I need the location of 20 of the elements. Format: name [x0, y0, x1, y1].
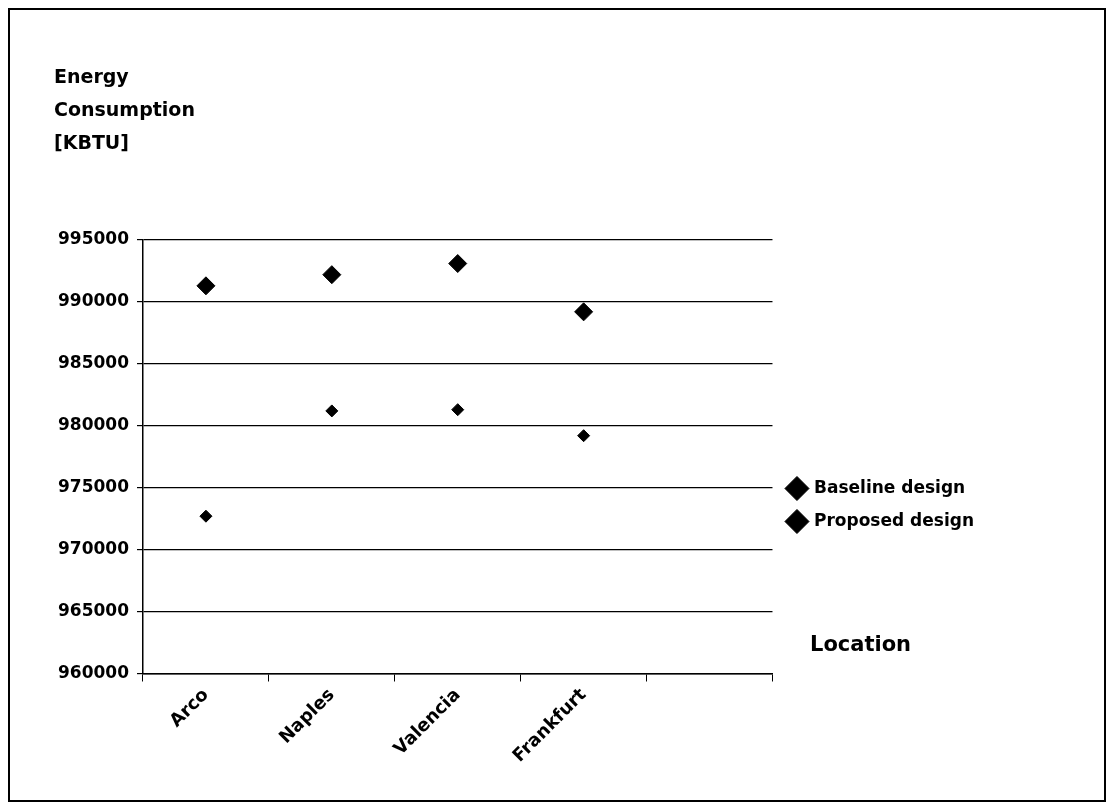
y-tick-label: 985000: [57, 352, 130, 373]
y-tick-label: 975000: [57, 476, 130, 497]
y-tick-label: 980000: [57, 414, 130, 435]
x-axis-title: Location: [810, 632, 912, 656]
y-tick-label: 995000: [57, 228, 130, 249]
point: [199, 509, 213, 523]
point: [574, 302, 594, 322]
point: [322, 265, 342, 285]
point: [325, 404, 339, 418]
y-tick-label: 960000: [57, 661, 130, 682]
legend-label: Baseline design: [813, 476, 966, 497]
point: [196, 276, 216, 296]
y-tick-label: 965000: [57, 599, 130, 620]
point: [448, 254, 468, 274]
point: [451, 403, 465, 417]
legend-label: Proposed design: [813, 509, 975, 530]
y-axis-title: Energy Consumption [KBTU]: [54, 64, 196, 155]
y-tick-label: 970000: [57, 538, 130, 559]
y-tick-label: 990000: [57, 290, 130, 311]
point: [577, 429, 591, 443]
